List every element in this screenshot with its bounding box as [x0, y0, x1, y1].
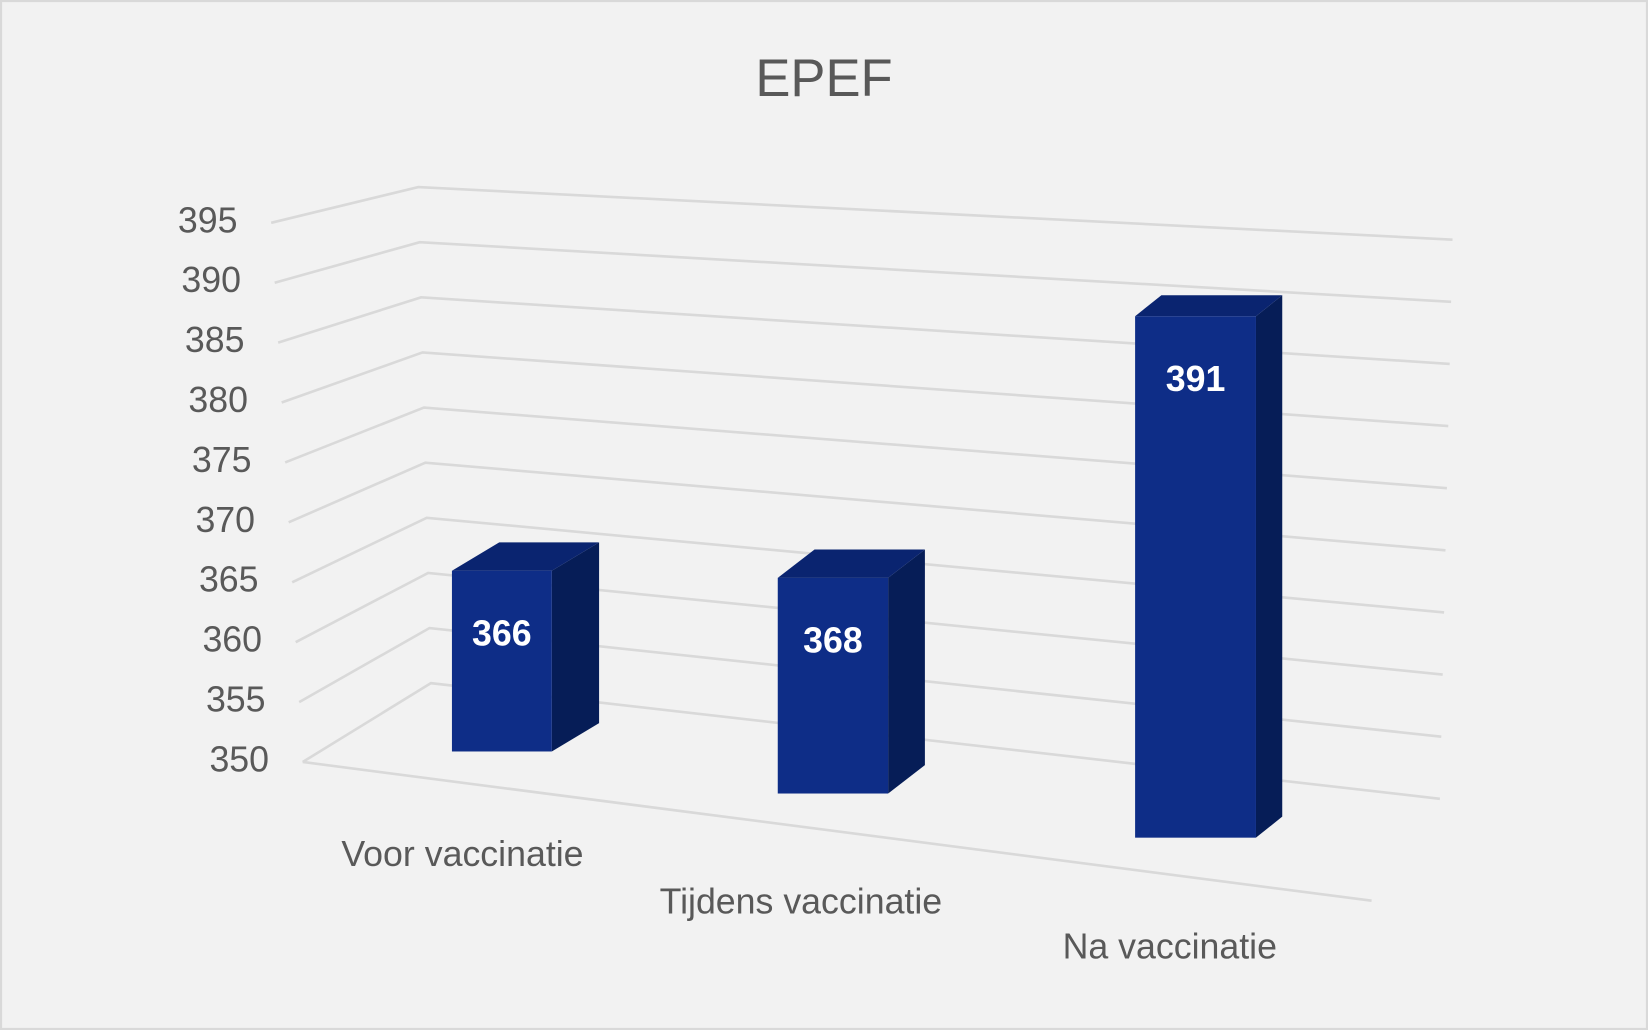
- bar-top: [1135, 295, 1283, 317]
- y-tick-label: 385: [185, 320, 245, 360]
- y-tick-label: 390: [181, 260, 241, 300]
- value-label: 391: [1166, 359, 1226, 399]
- x-tick-label: Voor vaccinatie: [341, 834, 583, 874]
- chart-title: EPEF: [755, 49, 892, 108]
- y-tick-label: 360: [202, 620, 262, 660]
- x-tick-label: Na vaccinatie: [1063, 927, 1277, 967]
- grid-line: [274, 240, 1452, 304]
- x-tick-label: Tijdens vaccinatie: [660, 881, 943, 921]
- bar-side: [1255, 295, 1283, 838]
- grid-line: [288, 461, 1446, 552]
- bar-side: [888, 549, 925, 794]
- y-tick-label: 365: [199, 560, 259, 600]
- grid-line: [295, 571, 1443, 676]
- bar-top: [451, 542, 600, 571]
- bar: [777, 577, 889, 794]
- grid-line: [291, 516, 1445, 614]
- grid-line: [298, 626, 1442, 738]
- bar: [451, 570, 552, 752]
- y-tick-label: 355: [206, 680, 266, 720]
- bar-side: [551, 542, 600, 752]
- bar: [1135, 316, 1256, 838]
- grid-line: [284, 406, 1448, 490]
- bar-top: [777, 549, 925, 578]
- grid-line: [281, 351, 1449, 428]
- value-label: 366: [472, 613, 532, 653]
- value-label: 368: [803, 620, 863, 660]
- floor-edge: [302, 760, 1372, 903]
- y-tick-label: 380: [188, 380, 248, 420]
- grid-line: [302, 681, 1441, 801]
- y-tick-label: 375: [192, 440, 252, 480]
- grid-line: [270, 185, 1453, 241]
- y-tick-label: 395: [178, 200, 238, 240]
- y-tick-label: 350: [209, 739, 269, 779]
- grid-line: [277, 295, 1450, 366]
- y-tick-label: 370: [195, 500, 255, 540]
